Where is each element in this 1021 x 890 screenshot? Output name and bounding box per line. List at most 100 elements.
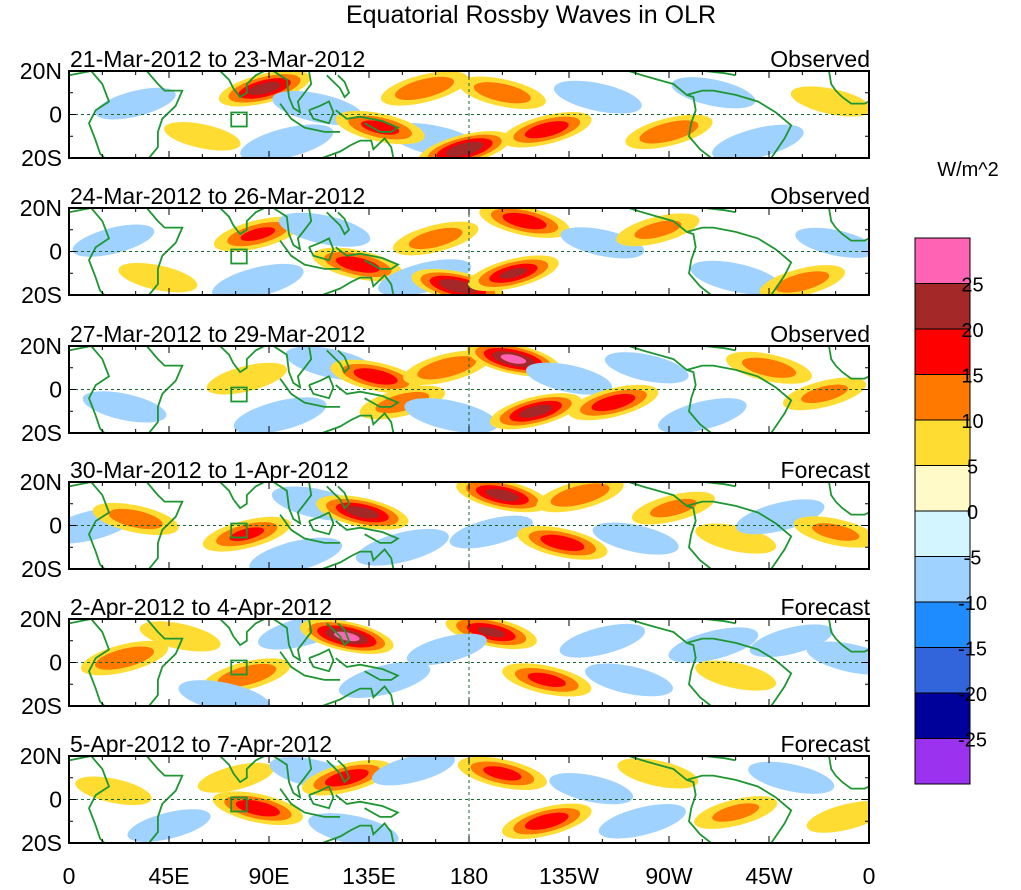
anomaly-blob bbox=[301, 760, 392, 796]
colorbar-swatch bbox=[914, 374, 971, 421]
anomaly-contour bbox=[353, 368, 398, 385]
x-tick-label: 135W bbox=[539, 863, 599, 889]
colorbar-swatch bbox=[914, 556, 971, 603]
coastline bbox=[272, 756, 313, 800]
colorbar-tick-label: 15 bbox=[961, 366, 983, 388]
anomaly-contour bbox=[741, 357, 797, 378]
anomaly-field bbox=[75, 756, 869, 843]
coastline bbox=[69, 208, 111, 295]
x-tick-label: 0 bbox=[863, 863, 876, 889]
anomaly-contour bbox=[634, 220, 682, 239]
anomaly-contour bbox=[585, 663, 673, 697]
anomaly-blob bbox=[212, 263, 304, 295]
anomaly-field bbox=[95, 71, 869, 158]
colorbar-swatch bbox=[914, 738, 971, 785]
coastline bbox=[272, 71, 313, 115]
coastline bbox=[321, 548, 395, 569]
coastline bbox=[326, 759, 351, 784]
anomaly-blob bbox=[560, 227, 645, 259]
anomaly-blob bbox=[233, 397, 327, 433]
anomaly-blob bbox=[559, 623, 646, 658]
anomaly-contour bbox=[591, 393, 636, 412]
panel-kind-label: Observed bbox=[770, 321, 870, 347]
colorbar-swatch bbox=[914, 419, 971, 466]
anomaly-blob bbox=[479, 208, 570, 238]
coastline bbox=[628, 619, 712, 706]
anomaly-blob bbox=[139, 621, 221, 652]
anomaly-blob bbox=[690, 260, 781, 295]
anomaly-blob bbox=[598, 804, 686, 839]
anomaly-contour bbox=[95, 87, 176, 120]
coastline bbox=[146, 756, 184, 843]
map-panel-6: 20N 0 20S 5-Apr-2012 to 7-Apr-2012 Forecast bbox=[20, 731, 871, 856]
colorbar-swatch bbox=[914, 601, 971, 648]
anomaly-blob bbox=[501, 111, 592, 148]
anomaly-blob bbox=[456, 482, 549, 513]
coastlines bbox=[69, 756, 869, 843]
anomaly-blob bbox=[380, 71, 469, 106]
y-tick-label: 20N bbox=[20, 469, 62, 495]
anomaly-contour bbox=[695, 523, 777, 554]
colorbar-swatch bbox=[914, 510, 971, 557]
coastline bbox=[308, 785, 335, 810]
coastline bbox=[335, 520, 400, 544]
anomaly-contour bbox=[206, 362, 287, 395]
colorbar-tick-label: -25 bbox=[958, 730, 987, 752]
coastline bbox=[321, 274, 395, 295]
anomaly-blob bbox=[489, 393, 582, 430]
anomaly-blob bbox=[712, 124, 804, 158]
anomaly-blob bbox=[501, 803, 592, 839]
coastline bbox=[335, 109, 400, 133]
colorbar-swatch bbox=[914, 328, 971, 375]
panel-date-label: 30-Mar-2012 to 1-Apr-2012 bbox=[70, 457, 349, 483]
anomaly-blob bbox=[748, 761, 835, 794]
region-box bbox=[230, 111, 248, 128]
coastline bbox=[321, 412, 395, 433]
colorbar-tick-label: 10 bbox=[961, 411, 983, 433]
y-tick-label: 0 bbox=[49, 377, 62, 403]
coastline bbox=[69, 756, 111, 843]
region-box bbox=[230, 659, 248, 676]
anomaly-field bbox=[82, 346, 867, 433]
y-tick-label: 20N bbox=[20, 333, 62, 359]
anomaly-contour bbox=[82, 391, 167, 423]
anomaly-blob bbox=[406, 633, 487, 666]
anomaly-contour bbox=[553, 80, 642, 114]
anomaly-contour bbox=[735, 499, 825, 535]
coastlines bbox=[69, 71, 869, 158]
panel-kind-label: Forecast bbox=[781, 457, 871, 483]
map-panel-4: 20N 0 20S 30-Mar-2012 to 1-Apr-2012 Forecast bbox=[20, 457, 871, 582]
coastline bbox=[69, 482, 111, 569]
anomaly-contour bbox=[164, 121, 241, 151]
coastline bbox=[69, 619, 111, 706]
region-box bbox=[230, 248, 248, 265]
coastline bbox=[146, 619, 184, 706]
anomaly-blob bbox=[418, 131, 511, 158]
anomaly-contour bbox=[240, 124, 334, 158]
y-tick-label: 20N bbox=[20, 606, 62, 632]
anomaly-blob bbox=[95, 87, 176, 120]
anomaly-blob bbox=[604, 352, 689, 384]
anomaly-contour bbox=[617, 758, 699, 789]
coastline bbox=[279, 651, 341, 681]
anomaly-contour bbox=[560, 227, 645, 259]
y-tick-label: 20S bbox=[21, 556, 62, 582]
anomaly-blob bbox=[445, 619, 537, 650]
anomaly-blob bbox=[806, 641, 869, 675]
coastline bbox=[628, 71, 712, 158]
panel-kind-label: Observed bbox=[770, 183, 870, 209]
anomaly-contour bbox=[749, 624, 833, 658]
anomaly-contour bbox=[639, 120, 699, 144]
y-tick-label: 0 bbox=[49, 102, 62, 128]
anomaly-contour bbox=[775, 271, 830, 293]
coastline bbox=[828, 346, 869, 380]
coastline bbox=[146, 482, 184, 569]
anomaly-blob bbox=[249, 537, 343, 569]
anomaly-contour bbox=[527, 672, 566, 688]
coastline bbox=[686, 364, 793, 433]
anomaly-contour bbox=[806, 801, 869, 833]
y-tick-label: 20S bbox=[21, 282, 62, 308]
colorbar-tick-label: -20 bbox=[958, 684, 987, 706]
coastline bbox=[335, 794, 400, 818]
coastline bbox=[279, 240, 341, 270]
